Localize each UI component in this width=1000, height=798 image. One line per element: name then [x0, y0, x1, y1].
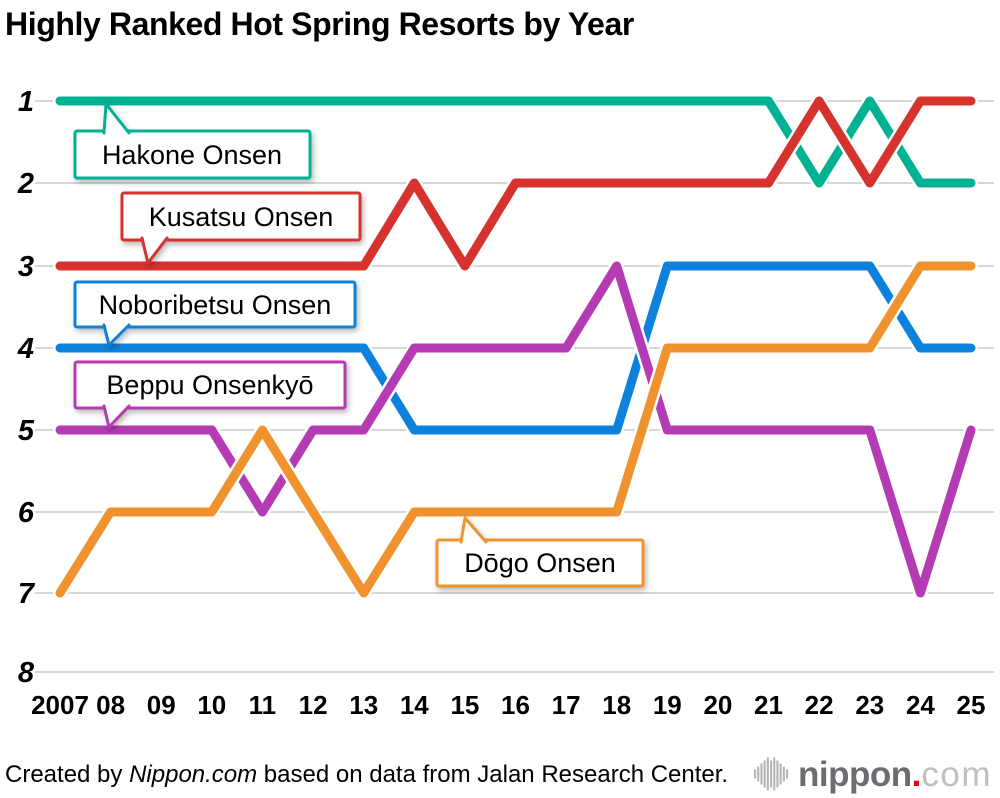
y-tick-label-8: 8 [18, 657, 35, 689]
series-line-beppu-onsenky [55, 261, 976, 598]
x-tick-label-20: 20 [703, 690, 732, 720]
callout-label-hakone-onsen: Hakone Onsen [102, 140, 282, 170]
x-tick-label-23: 23 [855, 690, 884, 720]
credit-line: Created by Nippon.com based on data from… [5, 761, 728, 789]
callout-box [73, 280, 357, 329]
series-label-callouts: Hakone Onsen Kusatsu Onsen Noboribetsu Ons… [73, 102, 645, 588]
x-tick-label-11: 11 [249, 690, 277, 720]
series-line-d-go-onsen [55, 261, 976, 598]
x-tick-label-12: 12 [299, 690, 328, 720]
page-title: Highly Ranked Hot Spring Resorts by Year [5, 6, 634, 42]
y-tick-label-2: 2 [17, 168, 34, 200]
y-tick-label-5: 5 [18, 415, 35, 447]
y-tick-label-6: 6 [18, 497, 35, 529]
label-callout-noboribetsu-onsen: Noboribetsu Onsen [73, 280, 357, 347]
x-tick-label-14: 14 [400, 690, 429, 720]
x-tick-label-22: 22 [805, 690, 834, 720]
nippon-com-logo: nippon. com [754, 755, 992, 793]
x-tick-label-13: 13 [349, 690, 378, 720]
label-callout-d-go-onsen: Dōgo Onsen [435, 516, 645, 588]
y-tick-label-1: 1 [18, 86, 34, 118]
callout-pointer-outline [102, 102, 131, 135]
logo-brand-text: nippon [798, 754, 912, 794]
logo-tld-text: com [921, 754, 992, 794]
series-line-hakone-onsen [55, 96, 976, 188]
callout-label-d-go-onsen: Dōgo Onsen [464, 548, 616, 578]
logo-dot: . [911, 754, 922, 794]
callout-label-kusatsu-onsen: Kusatsu Onsen [149, 202, 334, 232]
soundwave-icon [754, 757, 789, 791]
series-lines [53, 94, 978, 600]
x-tick-label-09: 09 [147, 690, 176, 720]
callout-pointer-outline [140, 236, 169, 265]
x-tick-label-17: 17 [552, 690, 581, 720]
x-tick-label-24: 24 [906, 690, 935, 720]
x-tick-label-18: 18 [602, 690, 631, 720]
callout-label-noboribetsu-onsen: Noboribetsu Onsen [99, 290, 332, 320]
x-tick-label-08: 08 [96, 690, 125, 720]
x-tick-label-25: 25 [957, 690, 986, 720]
callout-pointer-outline [102, 404, 131, 429]
credit-prefix: Created by [5, 761, 130, 788]
label-callout-kusatsu-onsen: Kusatsu Onsen [120, 191, 362, 265]
x-tick-label-15: 15 [450, 690, 479, 720]
series-line-noboribetsu-onsen [55, 261, 976, 435]
callout-box [73, 129, 312, 180]
label-callout-beppu-onsenky: Beppu Onsenkyō [73, 360, 347, 429]
y-axis-tick-labels: 1 2 3 4 5 6 7 8 [17, 86, 36, 689]
x-tick-label-10: 10 [197, 690, 226, 720]
credit-source: Nippon.com [129, 761, 258, 788]
series-line-kusatsu-onsen [55, 96, 976, 271]
callout-box [435, 538, 645, 588]
callout-label-beppu-onsenky: Beppu Onsenkyō [106, 370, 313, 400]
y-tick-label-4: 4 [17, 333, 34, 365]
x-axis-tick-labels: 2007 08 09 10 11 12 13 14 15 16 17 18 19 20 21 22 23 24 25 [31, 690, 985, 720]
callout-pointer-outline [459, 516, 488, 544]
credit-suffix: based on data from Jalan Research Center… [257, 761, 729, 788]
x-tick-label-16: 16 [501, 690, 530, 720]
x-tick-label-2007: 2007 [31, 690, 89, 720]
callout-pointer-outline [102, 323, 131, 347]
x-tick-label-21: 21 [754, 690, 783, 720]
x-tick-label-19: 19 [653, 690, 682, 720]
y-tick-label-7: 7 [18, 578, 36, 610]
y-tick-label-3: 3 [18, 251, 34, 283]
callout-box [120, 191, 362, 242]
callout-box [73, 360, 347, 410]
label-callout-hakone-onsen: Hakone Onsen [73, 102, 312, 180]
